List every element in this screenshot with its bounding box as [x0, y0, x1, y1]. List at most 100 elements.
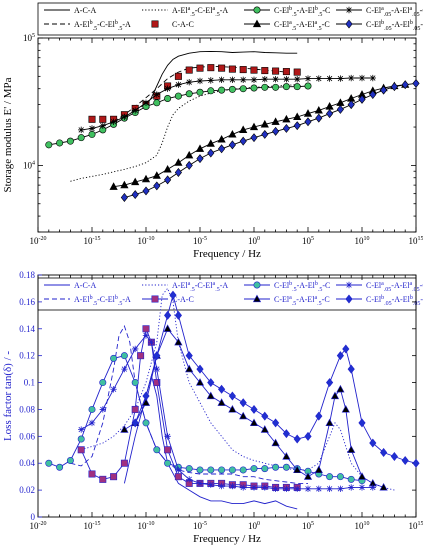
data-point [185, 90, 193, 98]
data-point [207, 148, 215, 158]
data-point [336, 104, 344, 114]
data-point [293, 434, 301, 444]
data-point [99, 122, 106, 129]
data-point [228, 405, 237, 413]
series [131, 290, 420, 468]
data-point [315, 113, 323, 123]
data-point [272, 83, 280, 91]
data-point [164, 446, 172, 454]
data-point [132, 107, 139, 114]
series-line [140, 50, 298, 107]
data-point [131, 190, 139, 200]
data-point [240, 76, 247, 83]
data-point [228, 130, 237, 138]
data-point [272, 485, 279, 492]
legend-entry: C-A-C [151, 20, 194, 29]
y-axis-label: Loss factor tan(δ) / - [2, 351, 14, 441]
y-tick-label: 0.08 [19, 404, 35, 414]
data-point [337, 75, 344, 82]
data-point [174, 92, 182, 100]
data-point [330, 391, 340, 400]
data-point [78, 426, 85, 433]
data-point [120, 459, 128, 467]
data-point [88, 130, 96, 138]
data-point [153, 446, 161, 454]
legend-marker [252, 294, 262, 303]
data-point [337, 485, 344, 492]
data-point [271, 438, 280, 447]
data-point [369, 74, 376, 82]
data-point [218, 482, 225, 490]
data-point [164, 95, 172, 103]
data-point [207, 481, 214, 488]
data-point [293, 112, 302, 121]
plot-frame [37, 274, 417, 518]
data-point [228, 85, 236, 93]
data-point [228, 391, 236, 401]
data-point [120, 425, 129, 433]
data-point [390, 82, 398, 92]
data-point [294, 75, 301, 83]
legend-marker [345, 294, 353, 304]
x-tick-label: 1010 [355, 236, 370, 246]
data-point [326, 378, 334, 388]
data-point [249, 418, 259, 426]
data-point [336, 351, 344, 361]
data-point [218, 384, 226, 394]
data-point [99, 406, 106, 413]
data-point [88, 419, 96, 427]
data-point [121, 365, 128, 373]
data-point [120, 192, 128, 202]
data-point [77, 435, 85, 443]
plot-frame [37, 37, 417, 233]
data-point [261, 83, 269, 91]
data-point [206, 139, 215, 147]
data-point [347, 100, 355, 110]
data-point [218, 86, 226, 94]
data-point [228, 65, 236, 73]
data-point [196, 480, 204, 487]
data-point [175, 466, 182, 474]
data-point [260, 119, 269, 128]
data-point [153, 365, 160, 373]
data-point [218, 144, 226, 154]
data-point [174, 310, 182, 320]
data-point [88, 125, 96, 132]
data-point [196, 466, 204, 474]
x-tick-label: 1010 [355, 521, 370, 531]
data-point [99, 379, 107, 387]
data-point [412, 78, 420, 88]
data-point [131, 177, 140, 186]
x-tick-label: 1015 [409, 236, 423, 246]
data-point [142, 186, 150, 196]
data-point [77, 446, 85, 454]
data-point [120, 352, 128, 360]
data-point [218, 64, 226, 72]
x-tick-label: 10-20 [30, 236, 47, 246]
data-point [282, 123, 290, 133]
data-point [153, 91, 160, 98]
data-point [131, 379, 139, 387]
data-point [250, 465, 258, 473]
data-point [239, 136, 247, 146]
legend-label: C-A-C [172, 295, 194, 304]
data-point [336, 98, 345, 106]
series-line [134, 293, 417, 464]
data-point [229, 76, 236, 83]
data-point [272, 75, 279, 83]
data-point [303, 109, 313, 117]
data-point [109, 182, 118, 190]
data-point [131, 418, 139, 428]
data-point [401, 80, 409, 90]
data-point [66, 457, 74, 465]
data-point [282, 68, 290, 76]
data-point [283, 485, 290, 492]
data-point [142, 99, 150, 106]
data-point [164, 310, 172, 320]
data-point [88, 115, 96, 123]
data-point [218, 76, 225, 83]
data-point [185, 66, 193, 74]
data-point [272, 463, 280, 471]
data-point [121, 113, 128, 121]
data-point [412, 458, 420, 468]
